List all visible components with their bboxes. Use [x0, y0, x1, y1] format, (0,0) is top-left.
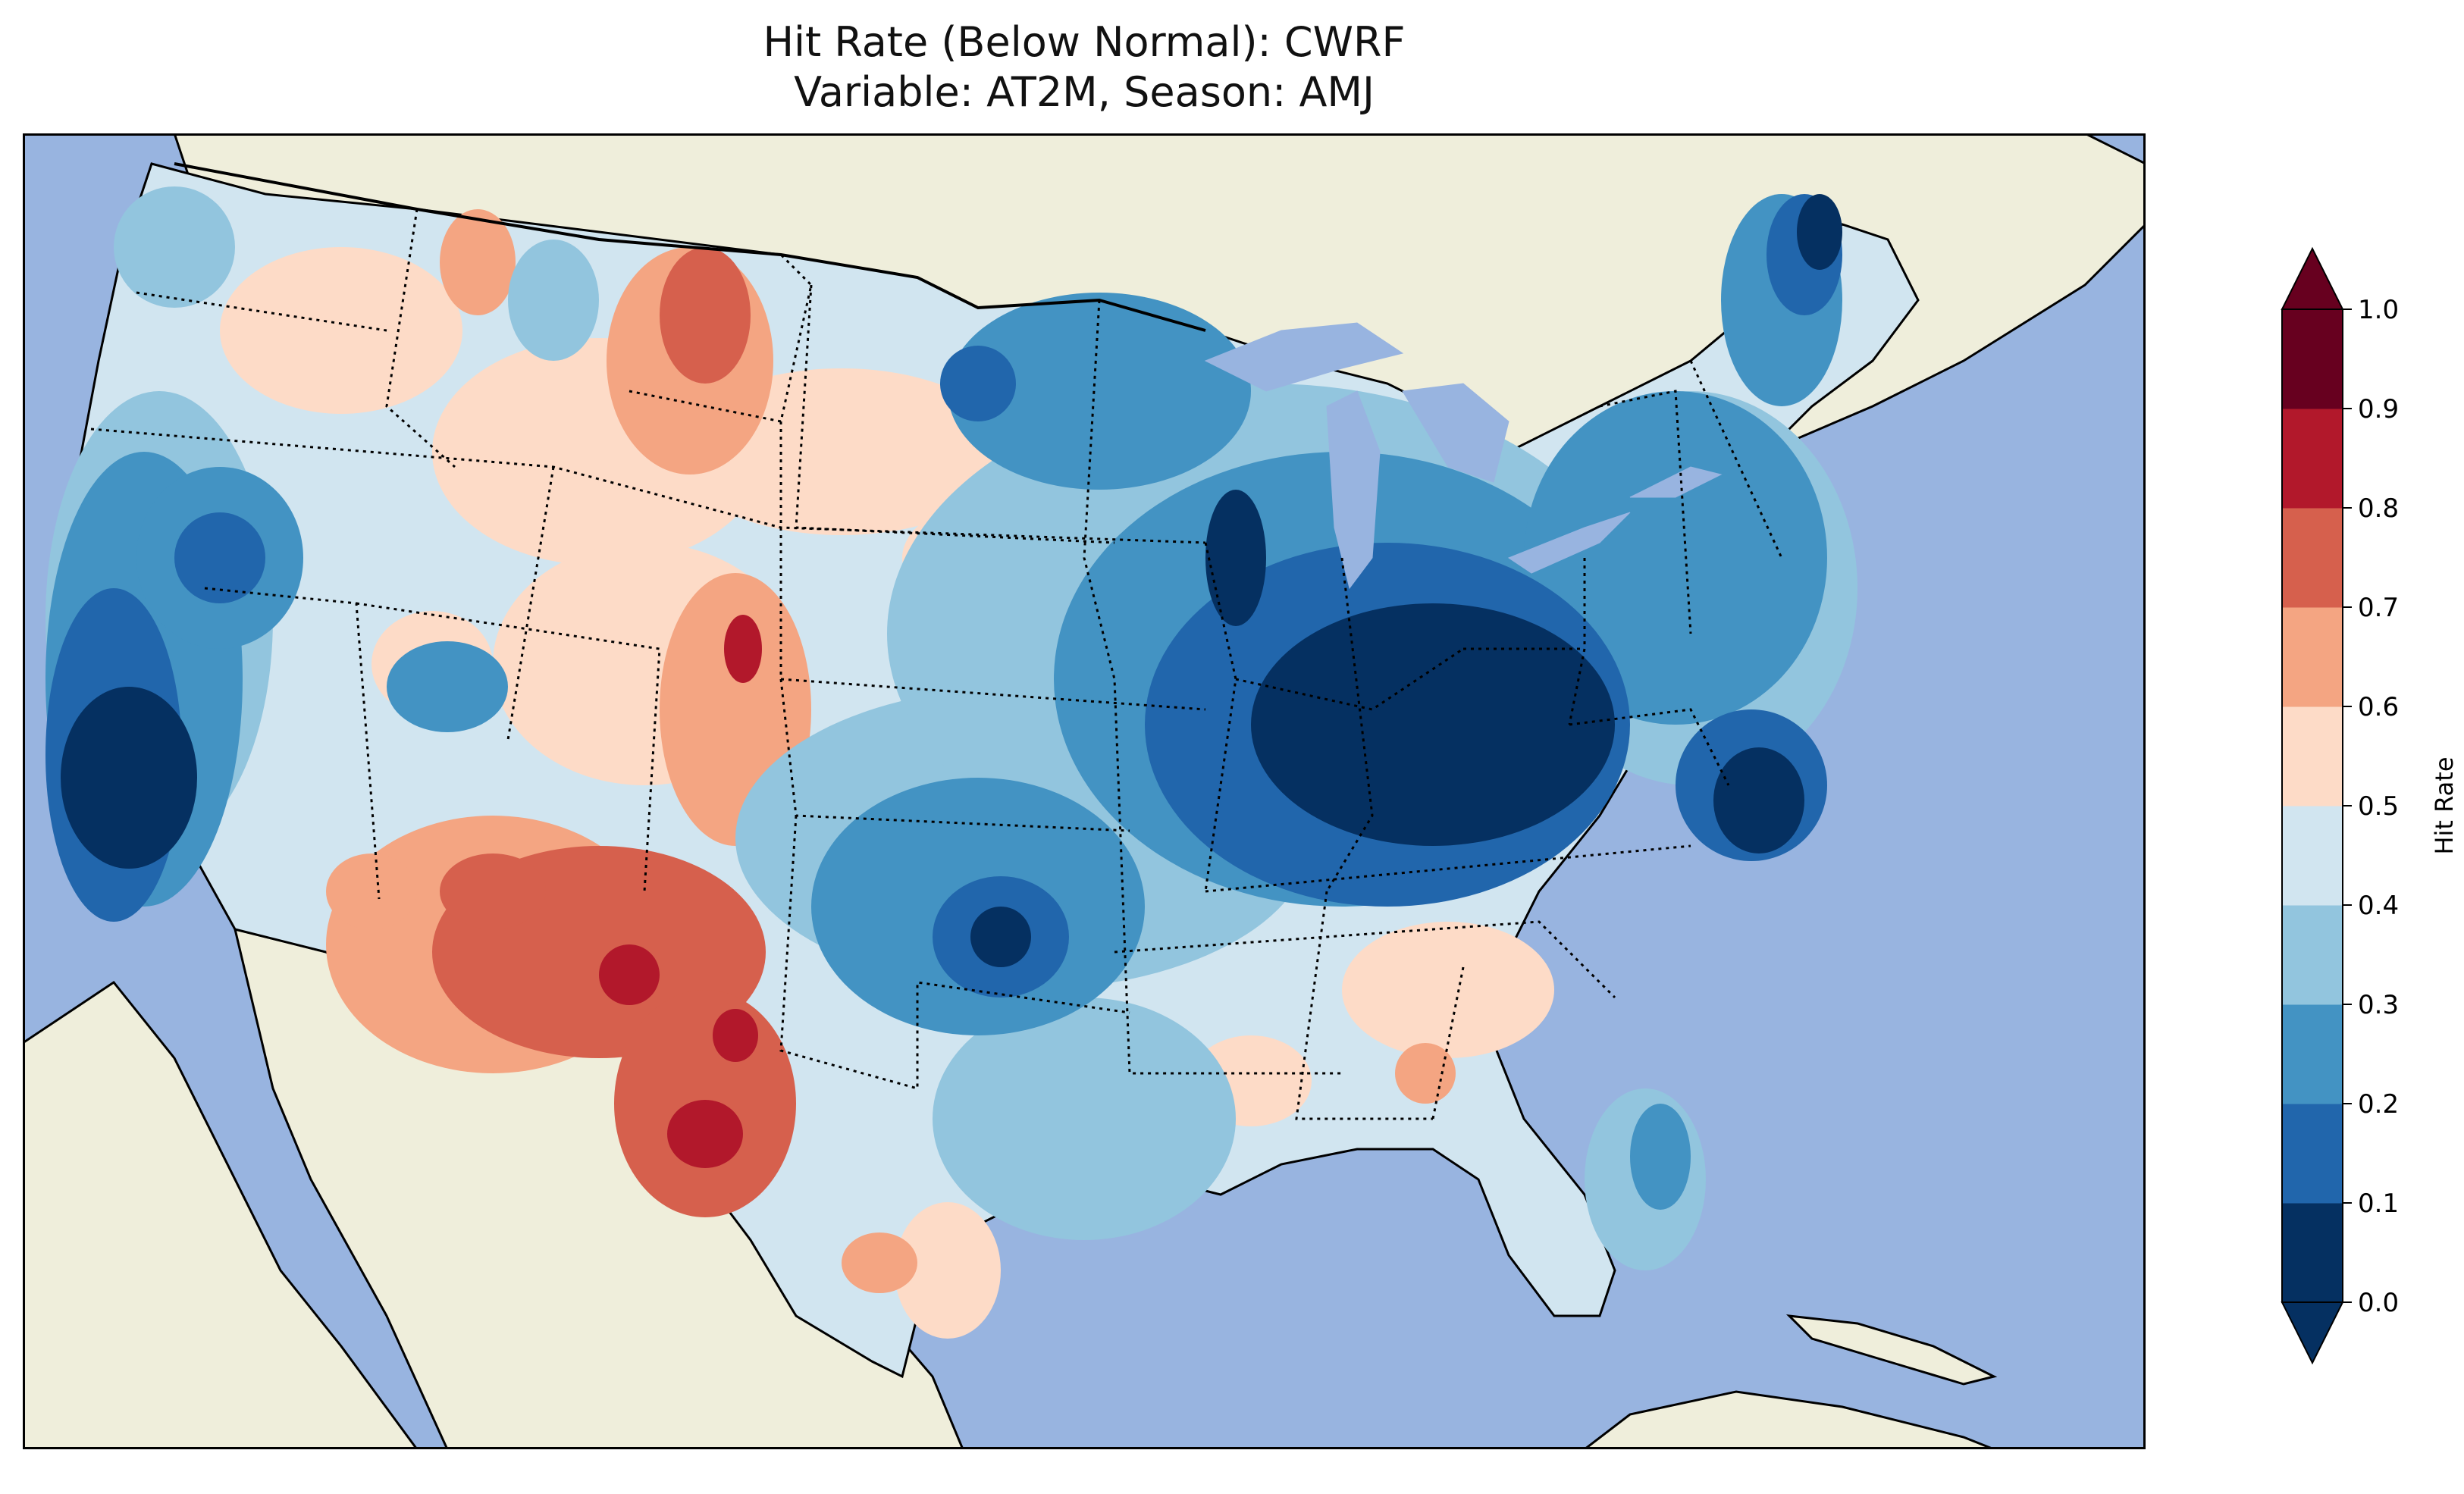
map-subtitle: Variable: AT2M, Season: AMJ [794, 68, 1375, 116]
colorbar-tick-label: 0.1 [2358, 1189, 2399, 1219]
colorbar-swatch [2282, 309, 2343, 409]
colorbar-tick-label: 0.4 [2358, 891, 2399, 921]
colorbar-swatch [2282, 607, 2343, 707]
colorbar-swatch [2282, 1104, 2343, 1204]
colorbar-tick-label: 0.8 [2358, 493, 2399, 524]
hit-rate-0.8-0.9 [599, 615, 762, 1168]
cuba-land [1785, 1314, 1998, 1386]
colorbar-tick-label: 0.5 [2358, 791, 2399, 822]
map-frame-border [23, 133, 2146, 1449]
map-title: Hit Rate (Below Normal): CWRF [763, 18, 1406, 66]
colorbar-swatch [2282, 1203, 2343, 1303]
colorbar-tick-label: 0.0 [2358, 1288, 2399, 1318]
colorbar-extend-min [2281, 1301, 2344, 1365]
great-lakes [1204, 322, 1723, 590]
colorbar-swatch [2282, 806, 2343, 906]
colorbar-swatch [2282, 508, 2343, 608]
map-panel [23, 133, 2146, 1449]
hit-rate-0.0-0.1 [61, 194, 1842, 967]
colorbar-tick-label: 0.2 [2358, 1089, 2399, 1120]
us-canada-border [174, 162, 1206, 332]
colorbar-swatch [2282, 409, 2343, 509]
colorbar-tick-label: 0.3 [2358, 990, 2399, 1020]
colorbar-swatch [2282, 706, 2343, 807]
state-borders [90, 208, 1783, 1120]
colorbar-tick-label: 0.7 [2358, 593, 2399, 623]
colorbar-tick-label: 0.9 [2358, 394, 2399, 424]
colorbar-extend-max [2281, 246, 2344, 310]
colorbar: 0.0 0.1 0.2 0.3 0.4 0.5 0.6 0.7 0.8 0.9 1.0 Hit Rat… [2281, 246, 2459, 1365]
colorbar-swatch [2282, 1004, 2343, 1104]
colorbar-label: Hit Rate [2430, 756, 2459, 854]
colorbar-tick-label: 1.0 [2358, 295, 2399, 325]
yucatan-land [1582, 1390, 1995, 1449]
colorbar-tick-label: 0.6 [2358, 692, 2399, 722]
colorbar-swatch [2282, 905, 2343, 1005]
